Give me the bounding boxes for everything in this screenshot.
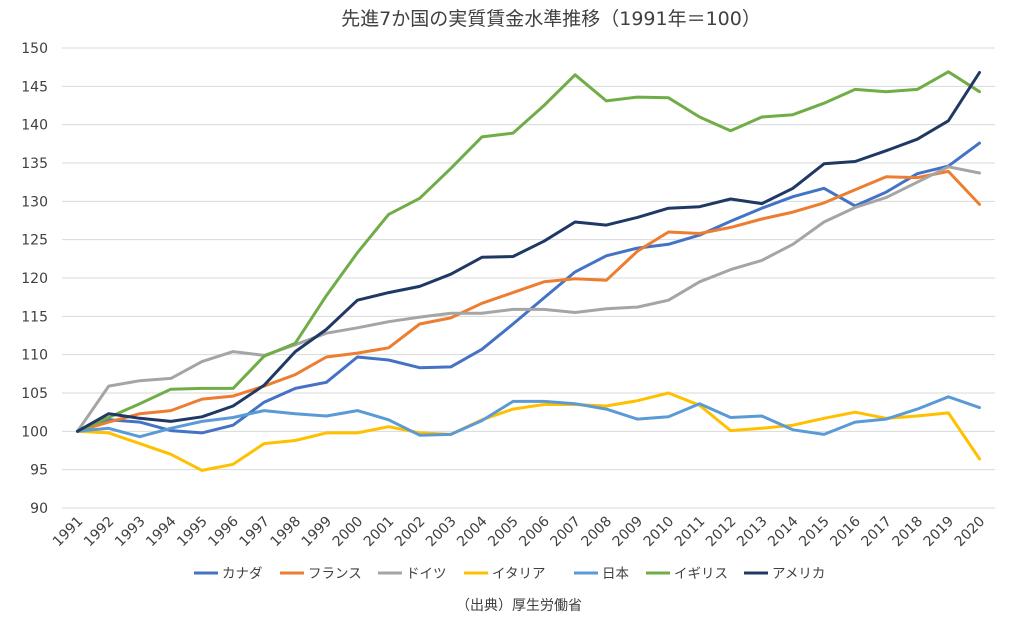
y-tick-label: 120 [21,271,48,287]
series-line [76,70,981,433]
legend: カナダ フランス ドイツ イタリア 日本 イギリス アメリカ [194,566,825,582]
x-tick-label: 2016 [827,513,864,550]
x-tick-label: 1994 [143,513,180,550]
series-line [76,169,981,433]
x-tick-label: 2010 [641,514,678,551]
y-tick-label: 100 [21,424,48,440]
x-tick-label: 2004 [454,513,491,550]
x-tick-label: 2005 [485,514,522,551]
x-tick-label: 1998 [268,514,305,551]
y-tick-label: 135 [21,156,48,172]
chart-title: 先進7か国の実質賃金水準推移（1991年＝100） [341,8,761,30]
source-note: （出典）厚生労働省 [456,598,582,614]
x-tick-label: 2009 [610,514,647,551]
x-tick-label: 1996 [205,513,242,550]
y-axis-tick-labels: 90 95 100 105 110 115 120 125 130 135 140 145 150 [21,41,48,517]
y-tick-label: 90 [30,501,48,517]
x-tick-label: 1993 [112,514,149,551]
legend-label: フランス [308,566,362,582]
x-tick-label: 2013 [734,514,771,551]
x-tick-label: 2015 [796,514,833,551]
x-tick-label: 2019 [921,514,958,551]
legend-label: 日本 [602,566,630,582]
x-axis-tick-labels: 1991199219931994199519961997199819992000… [50,513,988,550]
series-line [76,71,981,433]
x-tick-label: 2017 [858,514,895,551]
x-tick-label: 2011 [672,514,709,551]
y-tick-label: 95 [30,463,48,479]
legend-label: イタリア [492,566,545,582]
x-tick-label: 2014 [765,513,802,550]
legend-label: ドイツ [406,566,447,582]
y-tick-label: 145 [21,79,48,95]
series-line [76,391,981,472]
x-tick-label: 1992 [81,514,118,551]
legend-label: カナダ [222,566,263,582]
series-line [76,395,981,439]
x-tick-label: 2002 [392,514,429,551]
series-lines [76,70,981,472]
x-tick-label: 1991 [50,514,87,551]
x-tick-label: 2018 [890,514,927,551]
x-tick-label: 2007 [547,514,584,551]
x-tick-label: 2020 [952,514,989,551]
x-tick-label: 2001 [361,514,398,551]
y-tick-label: 115 [21,309,48,325]
y-tick-label: 125 [21,233,48,249]
legend-label: イギリス [674,566,728,582]
y-tick-label: 130 [21,194,48,210]
x-tick-label: 2006 [516,513,553,550]
x-tick-label: 1997 [236,514,273,551]
gridlines [62,47,995,509]
y-tick-label: 150 [21,41,48,57]
x-tick-label: 1999 [299,514,336,551]
series-line [76,165,981,433]
y-tick-label: 110 [21,348,48,364]
y-tick-label: 105 [21,386,48,402]
x-tick-label: 1995 [174,514,211,551]
x-tick-label: 2008 [579,514,616,551]
x-tick-label: 2012 [703,514,740,551]
y-tick-label: 140 [21,118,48,134]
legend-label: アメリカ [772,566,825,582]
series-line [76,141,981,435]
x-tick-label: 2000 [330,514,367,551]
x-tick-label: 2003 [423,514,460,551]
